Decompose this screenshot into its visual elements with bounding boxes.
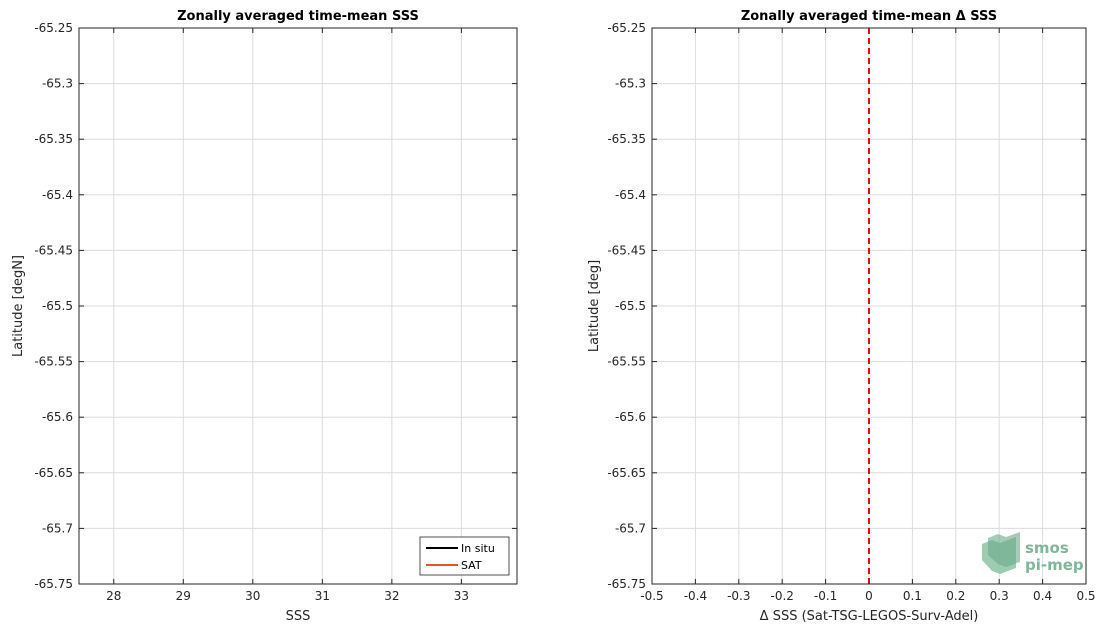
legend-entry-sat: SAT xyxy=(461,559,482,572)
x-tick-label: 32 xyxy=(384,589,399,603)
left-grid xyxy=(79,28,517,584)
logo-text-line2: pi-mep xyxy=(1025,556,1084,574)
legend-box xyxy=(419,536,510,576)
y-tick-label: -65.6 xyxy=(615,410,646,424)
y-tick-label: -65.55 xyxy=(34,355,73,369)
x-tick-label: 29 xyxy=(176,589,191,603)
left-chart-title: Zonally averaged time-mean SSS xyxy=(177,9,419,24)
smos-pi-mep-logo: smos pi-mep xyxy=(982,532,1084,574)
x-tick-label: -0.3 xyxy=(727,589,750,603)
y-tick-label: -65.45 xyxy=(607,243,646,257)
y-tick-label: -65.3 xyxy=(42,77,73,91)
x-tick-label: 30 xyxy=(245,589,260,603)
logo-text-line1: smos xyxy=(1025,539,1069,557)
y-tick-label: -65.4 xyxy=(42,188,73,202)
x-tick-label: 33 xyxy=(454,589,469,603)
legend-entry-in-situ: In situ xyxy=(461,542,495,555)
right-plot-panel: -0.5 -0.4 -0.3 -0.2 -0.1 0 0.1 0.2 0.3 0.4 0.5 -65.… xyxy=(587,9,1096,624)
y-tick-label: -65.25 xyxy=(607,21,646,35)
x-tick-label: 0.1 xyxy=(903,589,922,603)
left-axes-frame xyxy=(78,27,518,585)
y-tick-label: -65.35 xyxy=(34,132,73,146)
left-x-axis-label: SSS xyxy=(286,609,311,624)
right-y-axis-label: Latitude [deg] xyxy=(587,260,602,352)
legend: In situ SAT xyxy=(419,536,510,576)
logo-wave-back-icon xyxy=(988,532,1020,567)
y-tick-label: -65.4 xyxy=(615,188,646,202)
right-ticks: -0.5 -0.4 -0.3 -0.2 -0.1 0 0.1 0.2 0.3 0.4 0.5 -65.… xyxy=(607,21,1095,603)
x-tick-label: -0.1 xyxy=(814,589,837,603)
x-tick-label: 0.2 xyxy=(946,589,965,603)
x-tick-label: -0.5 xyxy=(640,589,663,603)
right-x-axis-label: Δ SSS (Sat-TSG-LEGOS-Surv-Adel) xyxy=(760,609,979,624)
y-tick-label: -65.5 xyxy=(42,299,73,313)
x-tick-label: -0.2 xyxy=(770,589,793,603)
y-tick-label: -65.55 xyxy=(607,355,646,369)
right-chart-title: Zonally averaged time-mean Δ SSS xyxy=(741,9,997,24)
y-tick-label: -65.35 xyxy=(607,132,646,146)
x-tick-label: 0 xyxy=(865,589,873,603)
y-tick-label: -65.7 xyxy=(615,521,646,535)
x-tick-label: 0.5 xyxy=(1076,589,1095,603)
y-tick-label: -65.3 xyxy=(615,77,646,91)
y-tick-label: -65.6 xyxy=(42,410,73,424)
left-plot-panel: 28 29 30 31 32 33 -65.25 -65.3 -65.35 -65.4 -65.45… xyxy=(11,9,518,624)
y-tick-label: -65.75 xyxy=(607,577,646,591)
right-axes-frame xyxy=(651,27,1087,585)
y-tick-label: -65.65 xyxy=(34,466,73,480)
y-tick-label: -65.5 xyxy=(615,299,646,313)
x-tick-label: 28 xyxy=(106,589,121,603)
x-tick-label: 31 xyxy=(315,589,330,603)
x-tick-label: -0.4 xyxy=(684,589,707,603)
x-tick-label: 0.4 xyxy=(1033,589,1052,603)
y-tick-label: -65.45 xyxy=(34,243,73,257)
y-tick-label: -65.7 xyxy=(42,521,73,535)
left-y-axis-label: Latitude [degN] xyxy=(11,255,26,357)
y-tick-label: -65.65 xyxy=(607,466,646,480)
y-tick-label: -65.75 xyxy=(34,577,73,591)
left-ticks: 28 29 30 31 32 33 -65.25 -65.3 -65.35 -65.4 -65.45… xyxy=(34,21,517,603)
x-tick-label: 0.3 xyxy=(990,589,1009,603)
y-tick-label: -65.25 xyxy=(34,21,73,35)
